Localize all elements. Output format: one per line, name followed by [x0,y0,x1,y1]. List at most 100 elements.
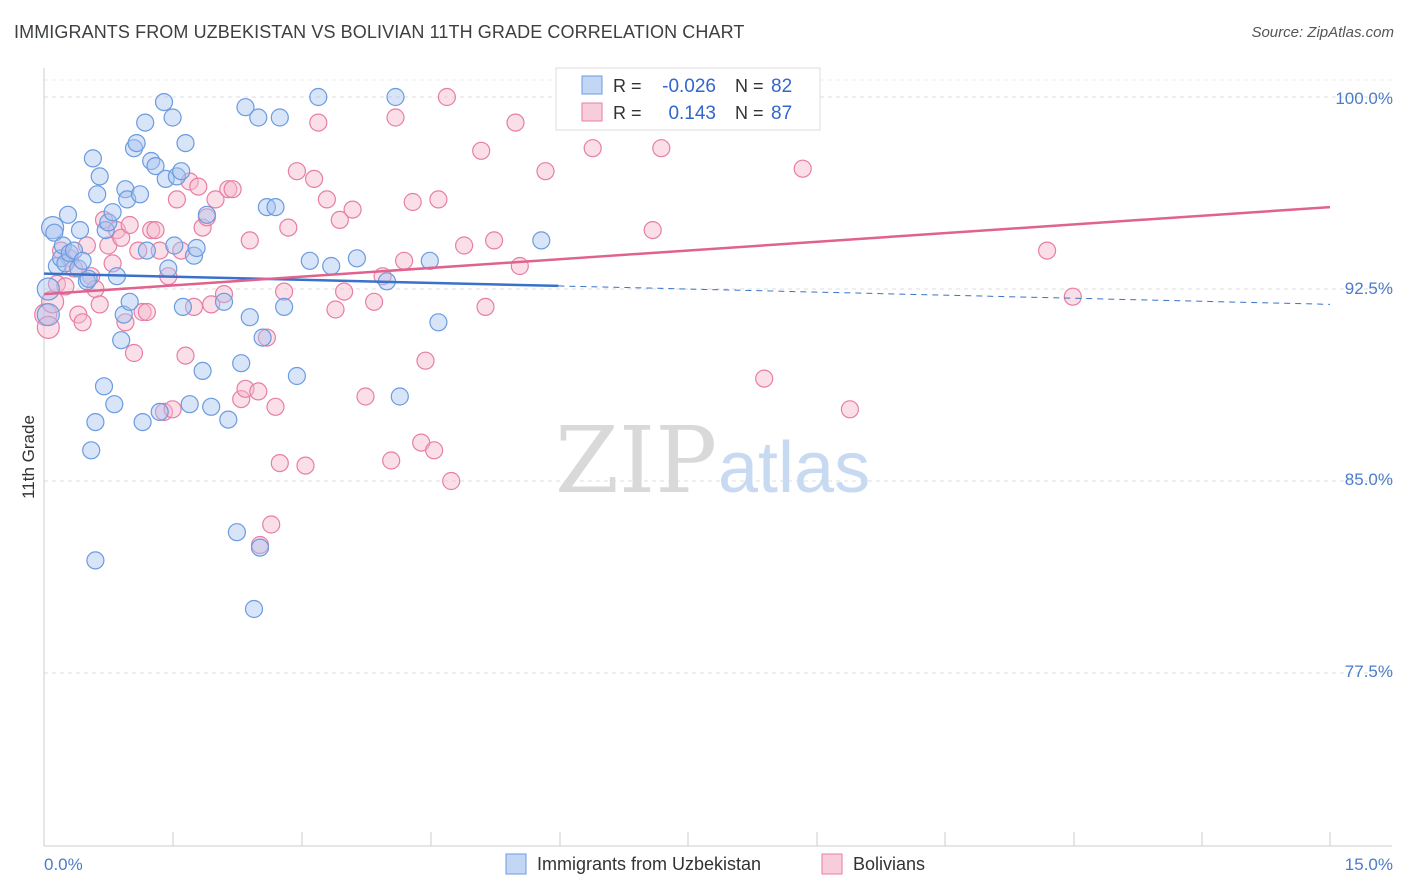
uzbekistan-point-3 [45,223,64,242]
uzbekistan-point-33 [127,134,146,153]
bolivians-point-21 [124,343,144,363]
uzbekistan-point-75 [386,87,405,107]
bolivians-point-44 [232,390,251,409]
bolivians-point-31 [167,190,186,209]
uzbekistan-point-18 [86,413,105,432]
bolivians-point-33 [176,346,195,365]
legend-r-label-1: R = [613,76,642,96]
uzbekistan-point-73 [322,256,341,276]
uzbekistan-point-70 [287,366,306,386]
uzbekistan-point-74 [347,249,366,268]
bolivians-point-47 [249,382,268,401]
bolivians-point-88 [793,159,812,178]
uzbekistan-trend-line [43,272,559,288]
uzbekistan-point-21 [94,377,114,396]
uzbekistan-point-80 [532,231,551,250]
y-axis-label: 11th Grade [19,415,38,499]
bolivians-point-68 [386,108,405,127]
y-tick-label-77-5: 77.5% [1345,662,1393,681]
bolivians-point-81 [506,113,525,132]
bolivians-point-5 [56,277,75,296]
uzbekistan-point-40 [150,402,169,421]
bolivians-point-67 [382,451,401,470]
bolivians-point-79 [476,297,495,316]
uzbekistan-point-8 [58,205,78,224]
uzbekistan-point-41 [154,92,174,112]
source-label: Source: ZipAtlas.com [1251,24,1394,41]
uzbekistan-point-72 [309,87,328,107]
uzbekistan-point-31 [120,292,139,311]
uzbekistan-point-16 [82,441,101,460]
uzbekistan-point-48 [173,297,192,316]
uzbekistan-point-68 [270,108,289,127]
bolivians-point-20 [120,215,139,235]
uzbekistan-point-55 [202,397,221,416]
uzbekistan-point-43 [159,259,178,278]
gridlines [44,79,1392,674]
bolivians-point-40 [206,190,225,209]
bolivians-point-52 [270,454,289,473]
bolivians-point-24 [137,302,156,322]
bolivians-point-75 [437,87,456,107]
bolivians-point-78 [472,141,491,160]
uzbekistan-point-39 [146,157,165,176]
uzbekistan-point-61 [240,308,259,327]
uzbekistan-point-52 [187,238,206,258]
bolivians-point-36 [189,177,208,196]
bolivians-point-69 [395,251,414,270]
bolivians-point-9 [73,313,92,332]
bolivians-point-86 [643,221,662,240]
uzbekistan-point-71 [300,251,319,270]
bolivians-point-63 [343,200,362,219]
uzbekistan-point-13 [73,251,92,270]
uzbekistan-point-15 [79,269,98,288]
uzbekistan-point-35 [133,413,152,432]
bolivians-point-91 [1063,287,1082,306]
uzbekistan-point-2 [40,216,65,240]
series-legend-swatch-bolivians [821,853,843,875]
uzbekistan-point-60 [236,98,255,117]
x-tick-label-min: 0.0% [44,855,83,874]
bolivians-point-23 [133,302,152,322]
bolivians-point-43 [223,180,242,199]
legend-r-label-2: R = [613,103,642,123]
bolivians-trend-line [43,205,1331,296]
y-tick-label-100: 100.0% [1335,89,1393,108]
uzbekistan-point-47 [172,162,191,181]
uzbekistan-point-24 [103,203,122,222]
bolivians-point-77 [455,236,474,255]
uzbekistan-point-27 [112,331,131,350]
uzbekistan-point-63 [249,108,268,127]
bolivians-point-19 [116,313,135,332]
series-legend-label-uzbekistan: Immigrants from Uzbekistan [537,854,761,874]
uzbekistan-point-50 [180,395,199,414]
bolivians-point-57 [305,169,324,188]
uzbekistan-point-32 [124,139,144,158]
bolivians-point-54 [279,218,298,237]
uzbekistan-point-59 [232,354,251,373]
bolivians-point-13 [90,295,109,314]
uzbekistan-point-57 [219,410,238,429]
bolivians-point-89 [840,400,860,419]
uzbekistan-point-17 [83,149,103,168]
uzbekistan-point-1 [36,303,60,327]
legend-r-value-1: -0.026 [662,76,716,97]
watermark-zip: ZIP [555,407,717,514]
bolivians-point-59 [317,190,336,209]
bolivians-point-26 [146,221,165,240]
y-tick-label-92-5: 92.5% [1345,279,1393,298]
trend-lines [43,205,1331,305]
legend-r-value-2: 0.143 [668,103,716,124]
bolivians-point-1 [36,315,60,339]
legend-n-value-2: 87 [771,103,792,124]
y-tick-label-85: 85.0% [1345,470,1393,489]
bolivians-point-80 [485,231,504,250]
uzbekistan-point-53 [193,361,212,380]
bolivians-point-46 [240,231,259,250]
bolivians-point-50 [262,515,281,534]
bolivians-point-90 [1037,241,1057,260]
bolivians-point-61 [330,210,349,229]
uzbekistan-point-49 [176,134,195,153]
bolivians-point-60 [326,300,345,319]
